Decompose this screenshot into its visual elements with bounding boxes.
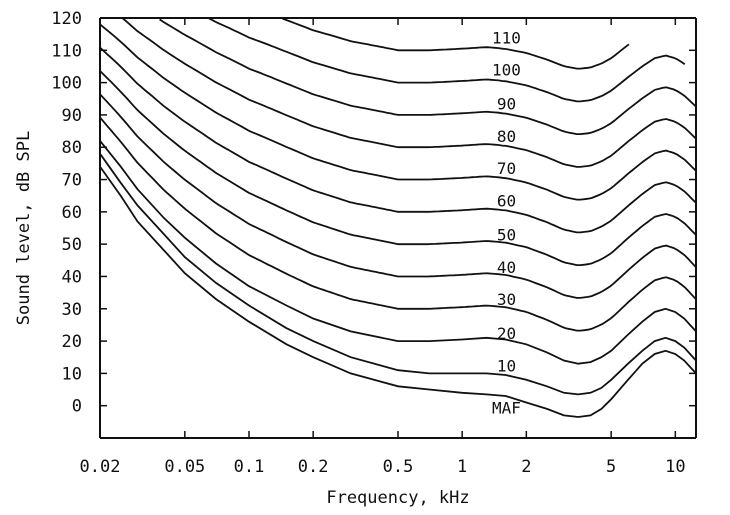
curve-label-50: 50: [497, 225, 516, 244]
y-tick-label: 100: [51, 74, 82, 94]
curve-100: [207, 17, 686, 103]
curve-40: [99, 93, 697, 299]
y-tick-label: 70: [62, 171, 82, 191]
curve-label-100: 100: [492, 61, 521, 80]
x-tick-label: 0.02: [80, 457, 121, 477]
y-tick-label: 80: [62, 138, 82, 158]
y-tick-label: 120: [51, 9, 82, 29]
curve-label-30: 30: [497, 290, 516, 309]
curve-80: [121, 17, 697, 168]
curve-label-90: 90: [497, 95, 516, 114]
curve-label-110: 110: [492, 28, 521, 47]
x-axis-label: Frequency, kHz: [326, 488, 469, 508]
curve-70: [99, 23, 697, 201]
y-tick-label: 10: [62, 364, 82, 384]
curve-labels: MAF 10 20 30 40 50 60 70 80 90 100 110: [492, 28, 521, 417]
x-tick-label: 5: [606, 457, 616, 477]
x-tick-label: 0.05: [164, 457, 205, 477]
curve-label-20: 20: [497, 324, 516, 343]
curve-110: [282, 17, 630, 70]
curve-90: [159, 18, 697, 135]
curve-label-maf: MAF: [492, 398, 521, 417]
loudness-curves: [99, 17, 697, 418]
x-tick-label: 0.5: [383, 457, 414, 477]
curve-60: [99, 46, 697, 234]
axis-ticks: 0.02 0.05 0.1 0.2 0.5 1 2 5 10120110100908070605…: [51, 9, 696, 477]
y-tick-label: 20: [62, 332, 82, 352]
y-tick-label: 40: [62, 267, 82, 287]
y-tick-label: 50: [62, 235, 82, 255]
y-tick-label: 110: [51, 41, 82, 61]
curve-label-40: 40: [497, 258, 516, 277]
y-axis-label: Sound level, dB SPL: [14, 131, 34, 325]
plot-frame: [99, 17, 697, 439]
y-tick-label: 0: [72, 397, 82, 417]
curve-50: [99, 70, 697, 266]
x-tick-label: 10: [665, 457, 685, 477]
y-tick-label: 60: [62, 203, 82, 223]
x-tick-label: 0.1: [234, 457, 265, 477]
y-tick-label: 30: [62, 300, 82, 320]
x-tick-label: 2: [521, 457, 531, 477]
curve-label-10: 10: [497, 356, 516, 375]
curve-label-60: 60: [497, 192, 516, 211]
curve-20: [99, 140, 697, 365]
y-tick-label: 90: [62, 106, 82, 126]
curve-label-70: 70: [497, 159, 516, 178]
curve-10: [99, 153, 697, 396]
x-tick-label: 1: [457, 457, 467, 477]
curve-label-80: 80: [497, 127, 516, 146]
curve-maf: [99, 166, 697, 418]
x-tick-label: 0.2: [298, 457, 329, 477]
curve-30: [99, 116, 697, 332]
